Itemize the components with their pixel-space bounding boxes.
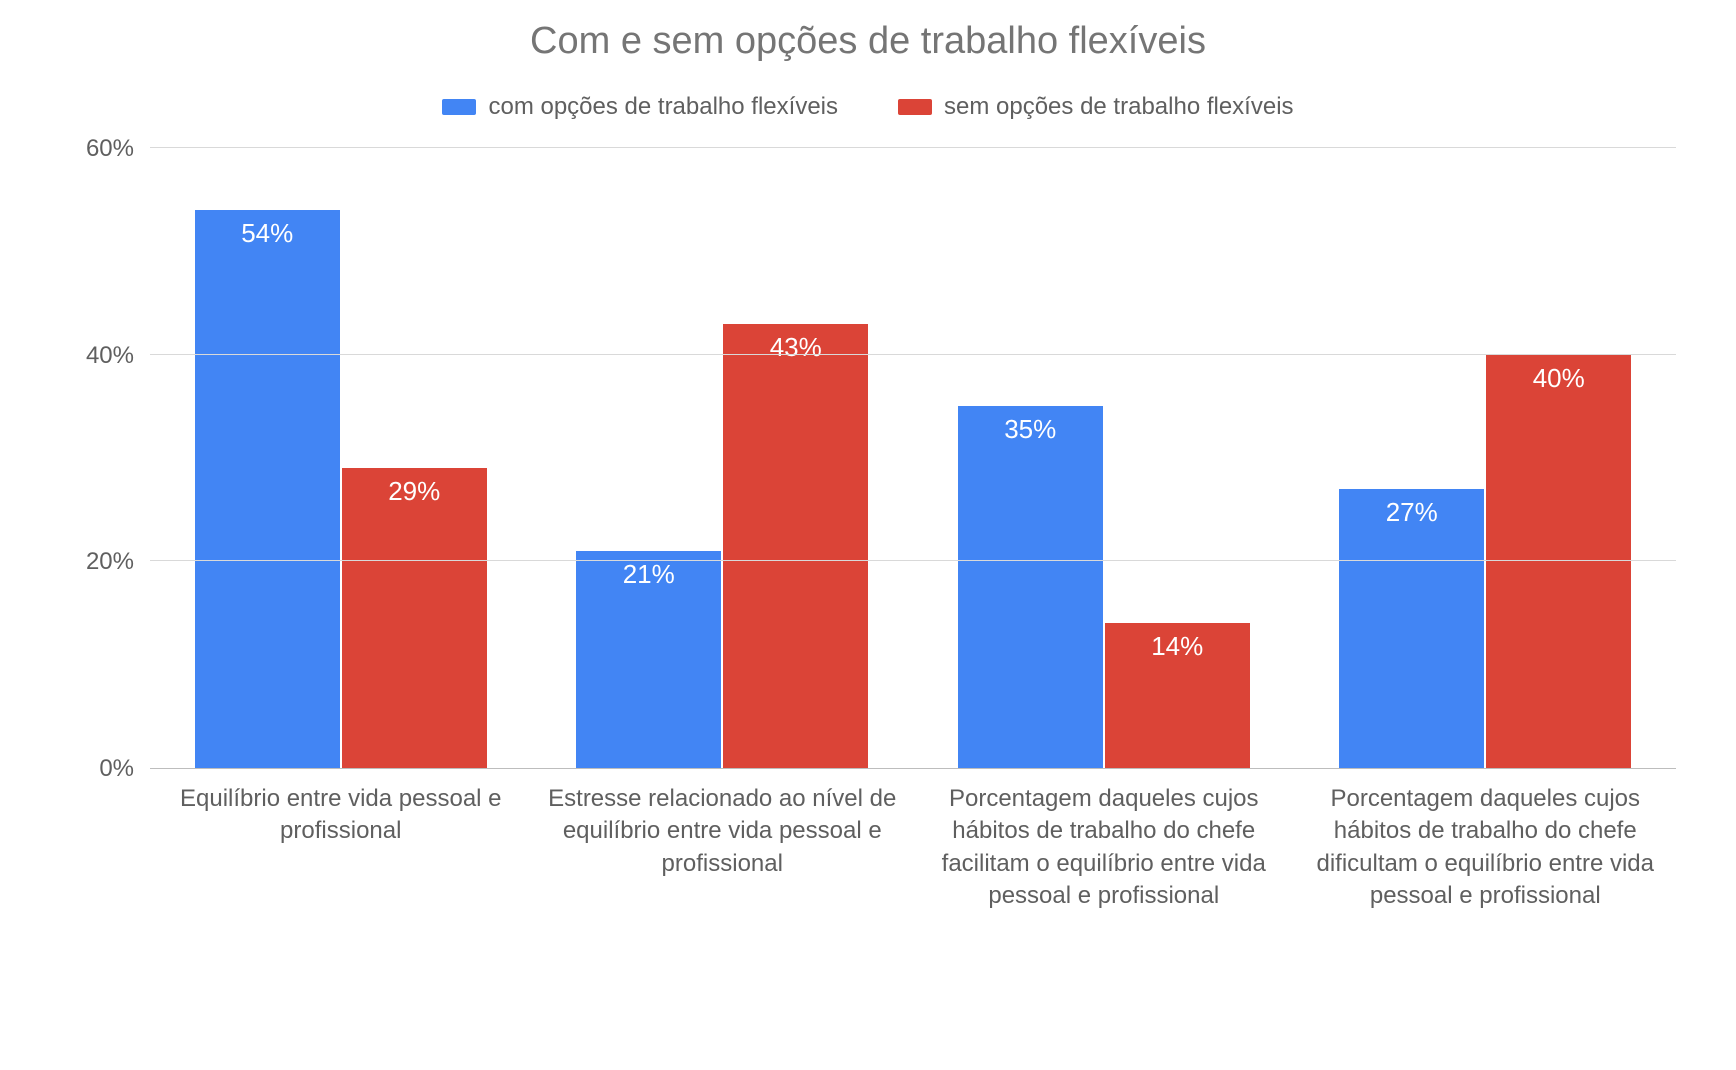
x-category-label: Porcentagem daqueles cujos hábitos de tr… [913, 769, 1295, 913]
x-axis: Equilíbrio entre vida pessoal e profissi… [150, 769, 1676, 913]
bar-group: 27% 40% [1295, 149, 1677, 768]
gridline [150, 354, 1676, 355]
y-tick-label: 20% [86, 548, 134, 576]
bar: 14% [1105, 623, 1250, 768]
x-category-label: Equilíbrio entre vida pessoal e profissi… [150, 769, 532, 913]
bar-value-label: 54% [241, 218, 293, 249]
bar: 21% [576, 551, 721, 768]
gridline [150, 560, 1676, 561]
legend: com opções de trabalho flexíveis sem opç… [60, 93, 1676, 121]
legend-label-0: com opções de trabalho flexíveis [488, 93, 838, 121]
y-tick-label: 60% [86, 135, 134, 163]
bar-value-label: 43% [770, 332, 822, 363]
bar-value-label: 21% [623, 559, 675, 590]
bar: 35% [958, 406, 1103, 768]
legend-swatch-1 [898, 99, 932, 115]
bar-groups: 54% 29% 21% 43% 35% 14% 27% 40% [150, 149, 1676, 768]
plot-wrap: 0%20%40%60% 54%29%21%43%35%14%27%40% [60, 149, 1676, 769]
bar-group: 35% 14% [913, 149, 1295, 768]
plot-area: 54% 29% 21% 43% 35% 14% 27% 40% [150, 149, 1676, 769]
gridline [150, 147, 1676, 148]
x-category-label: Estresse relacionado ao nível de equilíb… [532, 769, 914, 913]
bar: 43% [723, 324, 868, 768]
bar-value-label: 14% [1151, 631, 1203, 662]
y-tick-label: 0% [99, 755, 134, 783]
legend-swatch-0 [442, 99, 476, 115]
y-axis: 0%20%40%60% [60, 149, 150, 769]
bar-group: 21% 43% [532, 149, 914, 768]
bar-value-label: 29% [388, 476, 440, 507]
chart-container: Com e sem opções de trabalho flexíveis c… [60, 20, 1676, 1050]
chart-title: Com e sem opções de trabalho flexíveis [60, 20, 1676, 63]
bar-value-label: 35% [1004, 414, 1056, 445]
legend-item-1: sem opções de trabalho flexíveis [898, 93, 1294, 121]
bar: 29% [342, 468, 487, 768]
bar: 54% [195, 210, 340, 768]
legend-item-0: com opções de trabalho flexíveis [442, 93, 838, 121]
legend-label-1: sem opções de trabalho flexíveis [944, 93, 1294, 121]
x-category-label: Porcentagem daqueles cujos hábitos de tr… [1295, 769, 1677, 913]
bar-value-label: 40% [1533, 363, 1585, 394]
bar: 27% [1339, 489, 1484, 768]
bar-group: 54% 29% [150, 149, 532, 768]
bar-value-label: 27% [1386, 497, 1438, 528]
y-tick-label: 40% [86, 342, 134, 370]
